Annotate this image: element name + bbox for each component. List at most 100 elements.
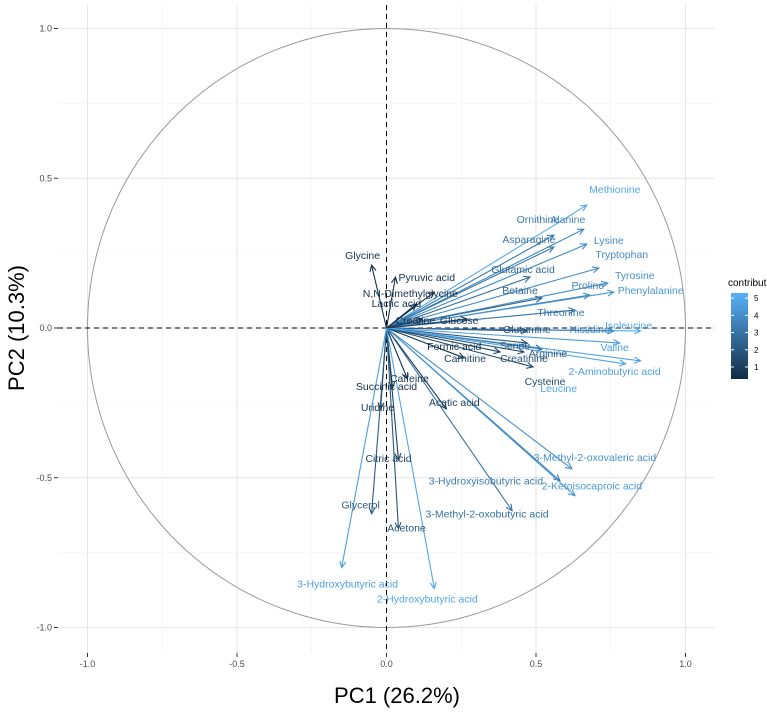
label-acetic-acid: Acetic acid <box>429 397 480 409</box>
arrow-shaft <box>386 303 417 329</box>
arrow-shaft <box>386 327 534 368</box>
arrow-head <box>582 292 592 300</box>
arrow-head <box>401 371 409 381</box>
arrow-2-aminobutyric-acid <box>386 327 642 364</box>
y-tick-label: -0.5 <box>36 473 52 483</box>
arrow-2-hydroxybutyric-acid <box>385 327 437 590</box>
arrow-shaft <box>386 327 620 344</box>
label-pyruvic-acid: Pyruvic acid <box>399 272 456 284</box>
label-glycerol: Glycerol <box>341 500 380 512</box>
label-glutamine: Glutamine <box>503 324 551 336</box>
arrow-head <box>394 521 402 530</box>
x-tick-label: 0.0 <box>380 659 393 669</box>
arrow-shaft <box>385 327 435 589</box>
label-betaine: Betaine <box>502 285 538 297</box>
label-formic-acid: Formic acid <box>427 341 481 353</box>
arrow-asparagine <box>386 246 556 329</box>
arrow-shaft <box>385 327 408 380</box>
variable-arrows <box>339 204 642 590</box>
label-tryptophan: Tryptophan <box>595 249 648 261</box>
arrow-glycerol <box>368 327 388 515</box>
x-tick-label: 1.0 <box>679 659 692 669</box>
arrow-shaft <box>385 327 400 529</box>
arrow-creatine <box>386 317 424 329</box>
arrow-caffeine <box>385 327 409 381</box>
arrow-head <box>553 474 561 482</box>
label-ornithine: Ornithine <box>517 214 560 226</box>
label-2-hydroxybutyric-acid: 2-Hydroxybutyric acid <box>377 594 478 606</box>
arrow-glucose <box>386 316 469 329</box>
arrow-head <box>600 280 610 288</box>
label-isoleucine: Isoleucine <box>605 320 652 332</box>
arrow-head <box>439 401 448 410</box>
arrow-head <box>634 327 642 335</box>
label-3-hydroxybutyric-acid: 3-Hydroxybutyric acid <box>297 579 398 591</box>
arrow-glutamine <box>386 327 529 335</box>
arrow-shaft <box>386 327 465 359</box>
arrow-shaft <box>386 327 513 512</box>
arrow-shaft <box>386 327 641 362</box>
label-glutamic-acid: Glutamic acid <box>491 264 555 276</box>
arrow-head <box>612 339 621 347</box>
arrow-head <box>493 347 502 355</box>
arrow-3-methyl-2-oxovaleric-acid <box>386 327 573 470</box>
label-phenylalanine: Phenylalanine <box>618 285 684 297</box>
arrow-phenylalanine <box>386 289 615 329</box>
arrow-head <box>618 359 627 367</box>
arrow-head <box>505 503 513 512</box>
arrow-head <box>633 356 642 364</box>
legend-colorbar <box>731 293 748 379</box>
arrow-head <box>427 291 436 299</box>
arrow-head <box>607 327 615 335</box>
arrow-shaft <box>386 327 528 332</box>
label-glucose: Glucose <box>440 315 479 327</box>
label-histidine: Histidine <box>570 324 610 336</box>
arrow-shaft <box>386 297 543 329</box>
y-tick-label: 1.0 <box>39 24 52 34</box>
x-tick-label: -1.0 <box>80 659 96 669</box>
arrow-methionine <box>386 204 588 329</box>
label-n-n-dimethylglycine: N,N-Dimethylglycine <box>363 288 458 300</box>
label-alanine: Alanine <box>550 214 585 226</box>
arrow-cysteine <box>386 327 535 369</box>
arrow-head <box>339 560 347 569</box>
arrow-shaft <box>386 204 588 329</box>
label-2-ketoisocaproic-acid: 2-Ketoisocaproic acid <box>542 481 643 493</box>
arrow-3-methyl-2-oxobutyric-acid <box>386 327 513 512</box>
arrow-head <box>579 204 588 212</box>
label-acetone: Acetone <box>387 523 426 535</box>
legend-tick-label: 3 <box>754 329 759 338</box>
legend-tick-label: 1 <box>754 363 759 372</box>
arrow-head <box>460 316 469 324</box>
label-tyrosine: Tyrosine <box>615 270 655 282</box>
arrow-head <box>568 307 577 315</box>
arrow-shaft <box>385 276 397 329</box>
legend-ticks: 1 2 3 4 5 <box>731 294 759 372</box>
arrow-head <box>606 289 615 297</box>
arrow-head <box>525 361 535 369</box>
arrow-betaine <box>386 295 544 329</box>
arrow-head <box>394 453 402 462</box>
arrow-shaft <box>386 267 599 329</box>
label-3-methyl-2-oxovaleric-acid: 3-Methyl-2-oxovaleric acid <box>534 452 657 464</box>
label-carnitine: Carnitine <box>444 353 486 365</box>
contribution-legend: contribution 1 2 3 4 5 <box>728 278 767 379</box>
label-leucine: Leucine <box>540 383 577 395</box>
x-axis-title: PC1 (26.2%) <box>334 683 460 708</box>
legend-tick-label: 5 <box>754 294 759 303</box>
label-creatine: Creatine <box>396 315 436 327</box>
arrow-tryptophan <box>386 266 601 329</box>
arrow-shaft <box>386 234 555 329</box>
x-tick-label: 0.5 <box>530 659 543 669</box>
legend-title: contribution <box>728 278 767 289</box>
arrow-shaft <box>386 327 626 365</box>
label-creatinine: Creatinine <box>500 353 548 365</box>
label-uridine: Uridine <box>361 402 394 414</box>
arrow-pyruvic-acid <box>385 275 398 329</box>
arrow-shaft <box>386 318 423 329</box>
arrow-shaft <box>386 327 573 470</box>
arrow-head <box>457 352 466 360</box>
arrow-2-ketoisocaproic-acid <box>386 327 576 497</box>
arrow-shaft <box>386 246 555 329</box>
